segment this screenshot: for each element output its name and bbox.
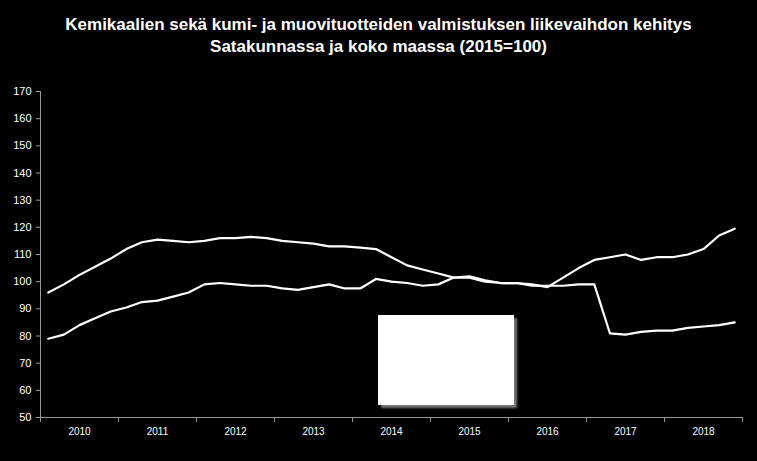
svg-text:2011: 2011 — [147, 426, 169, 437]
svg-text:2016: 2016 — [536, 426, 559, 437]
svg-text:130: 130 — [13, 194, 31, 206]
svg-text:100: 100 — [13, 275, 31, 287]
svg-text:140: 140 — [13, 167, 31, 179]
svg-text:160: 160 — [13, 112, 31, 124]
svg-text:50: 50 — [19, 411, 31, 423]
svg-text:2010: 2010 — [68, 426, 91, 437]
html-text:Satakunnassa ja koko maassa (2: Satakunnassa ja koko maassa (2015=100) — [210, 37, 547, 56]
svg-text:2018: 2018 — [692, 426, 715, 437]
svg-text:2014: 2014 — [380, 426, 403, 437]
svg-text:120: 120 — [13, 221, 31, 233]
svg-text:80: 80 — [19, 330, 31, 342]
svg-text:2013: 2013 — [302, 426, 325, 437]
svg-text:90: 90 — [19, 302, 31, 314]
svg-text:110: 110 — [14, 248, 32, 260]
svg-text:70: 70 — [19, 357, 31, 369]
svg-text:170: 170 — [13, 85, 31, 97]
html-text:Kemikaalien sekä kumi- ja muov: Kemikaalien sekä kumi- ja muovituotteide… — [65, 15, 692, 34]
svg-text:2017: 2017 — [614, 426, 637, 437]
svg-text:150: 150 — [13, 139, 31, 151]
svg-text:2015: 2015 — [458, 426, 481, 437]
svg-text:2012: 2012 — [224, 426, 247, 437]
svg-text:60: 60 — [19, 384, 31, 396]
